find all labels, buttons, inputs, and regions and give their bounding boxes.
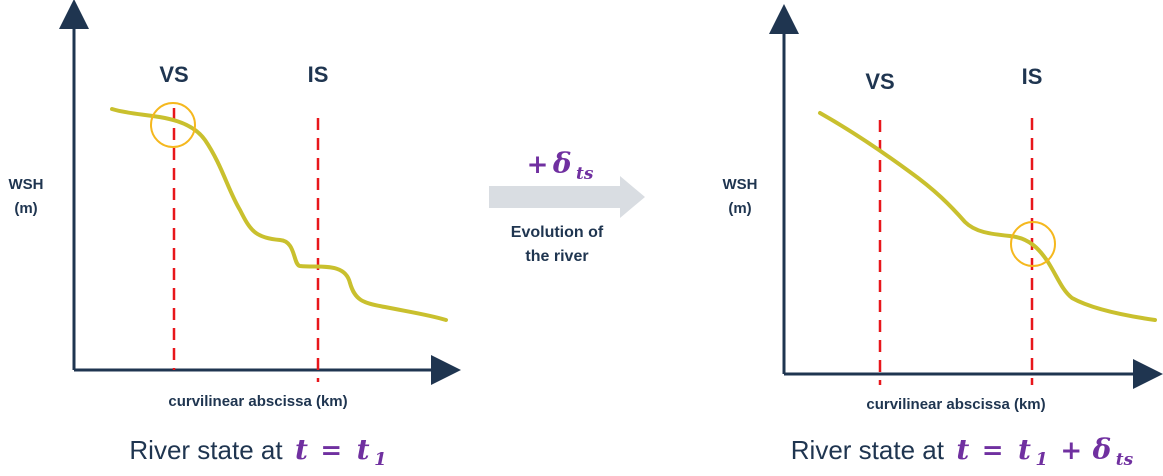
right-y-axis-label-line2: (m)	[728, 200, 751, 217]
left-caption-text: River state at	[129, 435, 283, 465]
delta-sub: ts	[576, 164, 594, 184]
delta-symbol: δ	[552, 147, 572, 180]
left-y-axis-label-line1: WSH	[9, 176, 44, 193]
left-y-axis-label-line2: (m)	[14, 200, 37, 217]
right-caption-delta-sub: ts	[1116, 450, 1134, 470]
right-caption-t1: t	[1018, 433, 1031, 466]
right-caption-text: River state at	[791, 435, 945, 465]
right-is-label: IS	[1022, 64, 1043, 89]
left-caption-t: t	[295, 433, 308, 466]
delta-ts-label: + δ ts	[527, 147, 594, 184]
left-highlight-circle	[150, 102, 196, 148]
delta-plus: +	[527, 150, 549, 180]
left-x-axis-label: curvilinear abscissa (km)	[168, 393, 347, 410]
right-caption-delta: δ	[1092, 433, 1112, 466]
right-water-surface-curve	[818, 111, 1157, 322]
left-caption: River state at t = t 1	[129, 433, 386, 470]
left-is-label: IS	[308, 62, 329, 87]
left-caption-t1: t	[357, 433, 370, 466]
evolution-arrow-group: + δ ts Evolution of the river	[489, 147, 645, 265]
right-caption: River state at t = t 1 + δ ts	[791, 433, 1134, 470]
evolution-label-line1: Evolution of	[511, 224, 604, 241]
right-caption-t1-sub: 1	[1035, 449, 1048, 470]
right-y-axis-label-line1: WSH	[723, 176, 758, 193]
right-caption-equals: =	[982, 436, 1004, 466]
evolution-arrow-shape	[489, 176, 645, 218]
evolution-label-line2: the river	[525, 248, 588, 265]
right-highlight-circle	[1010, 221, 1056, 267]
right-x-axis-label: curvilinear abscissa (km)	[866, 396, 1045, 413]
right-panel: VS IS WSH (m) curvilinear abscissa (km) …	[723, 4, 1163, 470]
left-panel: VS IS WSH (m) curvilinear abscissa (km) …	[9, 0, 461, 470]
left-vs-label: VS	[159, 62, 188, 87]
left-water-surface-curve	[110, 107, 448, 322]
right-vs-label: VS	[865, 69, 894, 94]
left-caption-equals: =	[320, 436, 342, 466]
right-caption-plus: +	[1060, 436, 1082, 466]
left-caption-t1-sub: 1	[374, 449, 387, 470]
right-caption-t: t	[956, 433, 969, 466]
